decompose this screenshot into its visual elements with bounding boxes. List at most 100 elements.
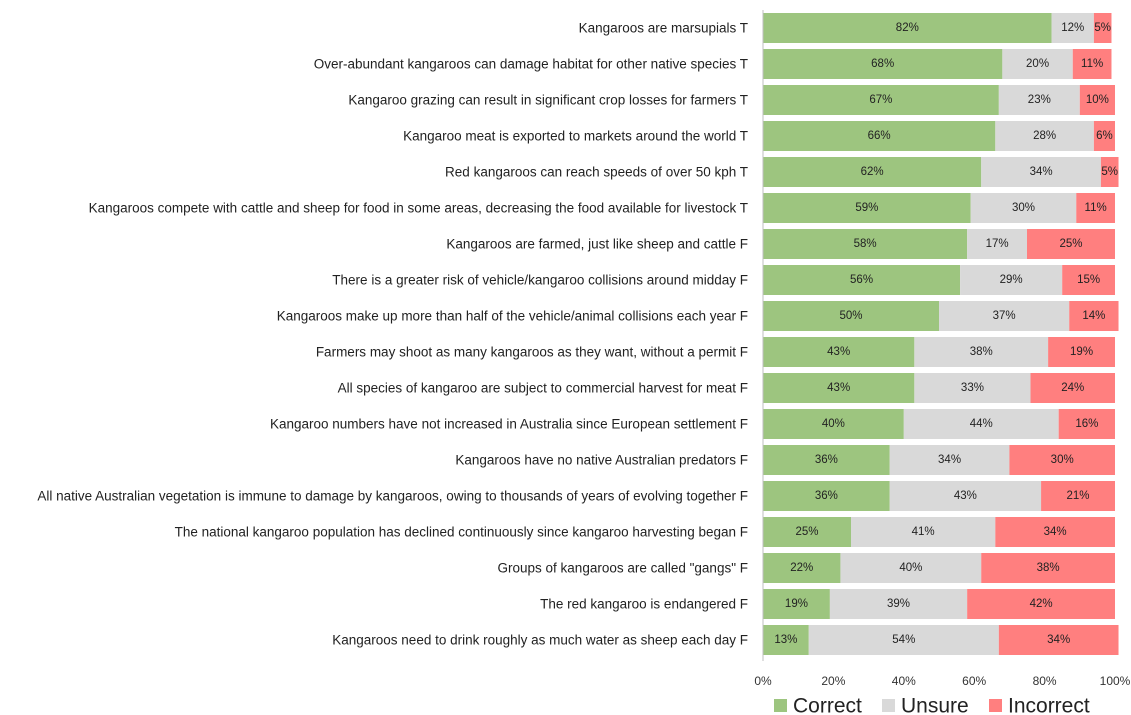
bar-segment-incorrect	[1009, 445, 1115, 475]
bar-segment-incorrect	[1030, 373, 1115, 403]
x-tick-label: 60%	[962, 674, 986, 688]
bar-segment-incorrect	[995, 517, 1115, 547]
data-label-unsure: 20%	[1026, 58, 1049, 70]
bar-segment-unsure	[889, 445, 1010, 475]
data-label-correct: 59%	[855, 202, 878, 214]
bar-segment-unsure	[939, 301, 1070, 331]
bar-segment-correct	[763, 481, 890, 511]
bar-segment-correct	[763, 373, 915, 403]
data-label-correct: 66%	[868, 130, 891, 142]
legend: Correct Unsure Incorrect	[774, 695, 1090, 715]
data-label-incorrect: 11%	[1085, 202, 1107, 214]
data-label-correct: 22%	[790, 562, 813, 574]
bar-segment-correct	[763, 85, 999, 115]
bar-segment-unsure	[998, 85, 1080, 115]
category-label: Kangaroos need to drink roughly as much …	[332, 633, 748, 648]
category-label: Kangaroos compete with cattle and sheep …	[89, 201, 748, 216]
category-label: The red kangaroo is endangered F	[540, 597, 748, 612]
bar-segment-unsure	[808, 625, 999, 655]
bar-segment-correct	[763, 589, 830, 619]
data-label-unsure: 37%	[993, 310, 1016, 322]
data-label-correct: 58%	[854, 238, 877, 250]
data-label-unsure: 44%	[970, 418, 993, 430]
bar-segment-unsure	[967, 229, 1027, 259]
data-label-correct: 43%	[827, 382, 850, 394]
x-tick-label: 80%	[1033, 674, 1057, 688]
category-label: Kangaroo grazing can result in significa…	[348, 93, 748, 108]
data-label-correct: 19%	[785, 598, 808, 610]
bar-segment-correct	[763, 121, 996, 151]
bar-segment-correct	[763, 265, 961, 295]
bar-segment-correct	[763, 193, 971, 223]
legend-swatch-incorrect	[989, 699, 1002, 712]
bar-segment-incorrect	[1100, 157, 1119, 187]
bar-segment-correct	[763, 229, 968, 259]
data-label-unsure: 40%	[899, 562, 922, 574]
bar-segment-unsure	[914, 373, 1031, 403]
x-tick-label: 40%	[892, 674, 916, 688]
bar-segment-unsure	[960, 265, 1063, 295]
category-label: All species of kangaroo are subject to c…	[338, 381, 748, 396]
category-label: Kangaroos are farmed, just like sheep an…	[446, 237, 748, 252]
data-label-unsure: 30%	[1012, 202, 1035, 214]
data-label-unsure: 34%	[1030, 166, 1053, 178]
category-label: Over-abundant kangaroos can damage habit…	[314, 57, 748, 72]
data-label-correct: 68%	[871, 58, 894, 70]
data-label-incorrect: 42%	[1030, 598, 1053, 610]
bar-segment-incorrect	[967, 589, 1115, 619]
category-label: All native Australian vegetation is immu…	[37, 489, 748, 504]
bar-segment-correct	[763, 445, 890, 475]
bar-segment-incorrect	[1093, 121, 1115, 151]
data-label-correct: 62%	[861, 166, 884, 178]
bar-segment-unsure	[840, 553, 982, 583]
data-label-incorrect: 14%	[1082, 310, 1105, 322]
data-label-incorrect: 34%	[1047, 634, 1070, 646]
data-label-incorrect: 15%	[1077, 274, 1100, 286]
legend-label-unsure: Unsure	[901, 695, 969, 715]
data-label-incorrect: 25%	[1059, 238, 1082, 250]
bar-segment-correct	[763, 13, 1052, 43]
data-label-unsure: 39%	[887, 598, 910, 610]
bars-area: 82% 12% 5% 68% 20% 11% 67% 23% 10% 66% 28% 6% 62% 34%…	[763, 13, 1119, 655]
data-label-incorrect: 38%	[1037, 562, 1060, 574]
bar-segment-correct	[763, 517, 851, 547]
data-label-correct: 50%	[839, 310, 862, 322]
legend-label-incorrect: Incorrect	[1008, 695, 1090, 715]
bar-segment-incorrect	[1041, 481, 1115, 511]
data-label-correct: 13%	[774, 634, 797, 646]
data-label-unsure: 17%	[986, 238, 1009, 250]
data-label-unsure: 23%	[1028, 94, 1051, 106]
data-label-incorrect: 24%	[1061, 382, 1084, 394]
category-label: Kangaroo meat is exported to markets aro…	[403, 129, 748, 144]
legend-swatch-correct	[774, 699, 787, 712]
bar-segment-incorrect	[981, 553, 1115, 583]
legend-swatch-unsure	[882, 699, 895, 712]
bar-segment-unsure	[970, 193, 1077, 223]
x-axis: 0% 20% 40% 60% 80% 100%	[754, 10, 1131, 688]
data-label-incorrect: 34%	[1044, 526, 1067, 538]
bar-segment-incorrect	[1079, 85, 1115, 115]
data-label-incorrect: 19%	[1070, 346, 1093, 358]
bar-segment-incorrect	[1058, 409, 1115, 439]
data-label-correct: 36%	[815, 454, 838, 466]
bar-segment-unsure	[1002, 49, 1073, 79]
bar-segment-correct	[763, 49, 1003, 79]
category-labels: Kangaroos are marsupials T Over-abundant …	[37, 21, 748, 648]
x-tick-label: 0%	[754, 674, 772, 688]
data-label-unsure: 33%	[961, 382, 984, 394]
bar-segment-unsure	[851, 517, 996, 547]
category-label: The national kangaroo population has dec…	[175, 525, 748, 540]
bar-segment-incorrect	[998, 625, 1119, 655]
x-tick-label: 20%	[821, 674, 845, 688]
data-label-unsure: 38%	[970, 346, 993, 358]
data-label-unsure: 34%	[938, 454, 961, 466]
bar-segment-incorrect	[1069, 301, 1119, 331]
bar-segment-correct	[763, 409, 904, 439]
data-label-unsure: 43%	[954, 490, 977, 502]
category-label: Kangaroo numbers have not increased in A…	[270, 417, 748, 432]
bar-segment-unsure	[1051, 13, 1094, 43]
legend-label-correct: Correct	[793, 695, 862, 715]
bar-segment-correct	[763, 157, 982, 187]
bar-segment-correct	[763, 337, 915, 367]
